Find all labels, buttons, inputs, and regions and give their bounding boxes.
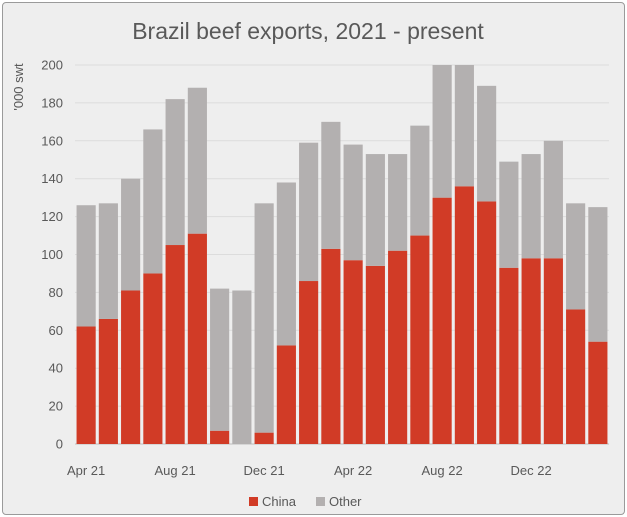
bar-other-oct-22 <box>477 85 497 202</box>
bar-other-apr-22 <box>343 144 363 261</box>
bar-other-mar-23 <box>588 207 608 342</box>
bar-china-jul-21 <box>143 273 163 444</box>
y-tick-label: 20 <box>49 399 63 414</box>
bar-china-sep-22 <box>454 186 474 444</box>
bar-china-jan-23 <box>543 258 563 444</box>
y-tick-label: 100 <box>41 247 63 262</box>
bar-other-feb-23 <box>566 203 586 310</box>
x-tick-label: Dec 22 <box>511 463 552 478</box>
x-tick-label: Aug 22 <box>422 463 463 478</box>
y-tick-label: 160 <box>41 133 63 148</box>
bar-other-oct-21 <box>210 288 230 431</box>
bar-china-nov-22 <box>499 267 519 444</box>
bar-china-apr-21 <box>76 326 96 444</box>
bar-other-may-22 <box>365 154 385 266</box>
bar-china-oct-21 <box>210 430 230 444</box>
y-tick-label: 80 <box>49 285 63 300</box>
y-axis-label: '000 swt <box>11 63 26 111</box>
bar-other-dec-21 <box>254 203 274 433</box>
bar-other-aug-21 <box>165 99 185 246</box>
bar-china-aug-21 <box>165 245 185 444</box>
bar-china-mar-23 <box>588 341 608 444</box>
chart-title: Brazil beef exports, 2021 - present <box>132 18 484 44</box>
bar-china-may-21 <box>98 318 118 444</box>
bar-other-nov-22 <box>499 161 519 268</box>
y-tick-label: 140 <box>41 171 63 186</box>
legend-swatch-china <box>249 497 258 506</box>
bar-china-jul-22 <box>410 235 430 444</box>
y-axis-ticks: 0 20 40 60 80 100 120 140 160 180 200 <box>41 58 63 452</box>
bar-china-dec-22 <box>521 258 541 444</box>
bar-other-apr-21 <box>76 205 96 327</box>
bar-china-apr-22 <box>343 260 363 444</box>
x-tick-label: Dec 21 <box>244 463 285 478</box>
bar-other-jun-22 <box>388 154 408 251</box>
bar-china-aug-22 <box>432 197 452 444</box>
bar-china-sep-21 <box>187 233 207 444</box>
gridlines <box>75 64 609 445</box>
chart: Brazil beef exports, 2021 - present '000… <box>11 18 609 509</box>
legend: China Other <box>249 494 362 509</box>
y-tick-label: 40 <box>49 361 63 376</box>
bar-other-sep-21 <box>187 87 207 234</box>
x-tick-label: Apr 21 <box>67 463 105 478</box>
x-axis-ticks: Apr 21 Aug 21 Dec 21 Apr 22 Aug 22 Dec 22 <box>67 463 552 478</box>
bar-other-jul-21 <box>143 129 163 274</box>
y-tick-label: 0 <box>56 437 63 452</box>
bar-china-feb-23 <box>566 309 586 444</box>
legend-swatch-other <box>316 497 325 506</box>
bar-other-may-21 <box>98 203 118 319</box>
y-tick-label: 60 <box>49 323 63 338</box>
legend-label-other: Other <box>329 494 362 509</box>
bar-china-jan-22 <box>276 345 296 444</box>
bar-other-dec-22 <box>521 154 541 259</box>
bar-other-aug-22 <box>432 65 452 198</box>
bar-china-feb-22 <box>299 281 319 444</box>
y-tick-label: 180 <box>41 95 63 110</box>
bar-china-may-22 <box>365 265 385 444</box>
bar-china-jun-22 <box>388 250 408 444</box>
bar-other-jul-22 <box>410 125 430 236</box>
x-tick-label: Aug 21 <box>155 463 196 478</box>
bar-other-jan-22 <box>276 182 296 346</box>
bar-other-jun-21 <box>121 178 141 291</box>
y-tick-label: 200 <box>41 58 63 73</box>
bar-other-sep-22 <box>454 65 474 187</box>
y-tick-label: 120 <box>41 209 63 224</box>
legend-label-china: China <box>262 494 297 509</box>
x-tick-label: Apr 22 <box>334 463 372 478</box>
bar-other-mar-22 <box>321 121 341 249</box>
bar-china-dec-21 <box>254 432 274 444</box>
bar-china-jun-21 <box>121 290 141 444</box>
bars <box>76 65 608 444</box>
bar-china-mar-22 <box>321 248 341 444</box>
bar-other-feb-22 <box>299 142 319 282</box>
bar-china-oct-22 <box>477 201 497 444</box>
bar-other-nov-21 <box>232 290 252 444</box>
bar-other-jan-23 <box>543 140 563 259</box>
